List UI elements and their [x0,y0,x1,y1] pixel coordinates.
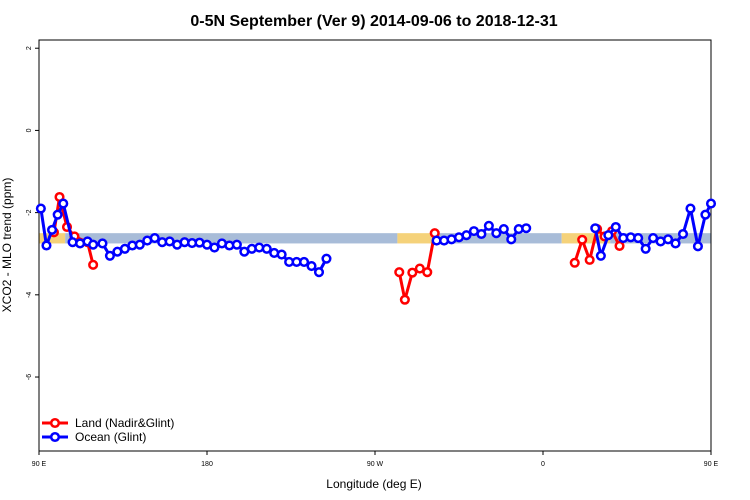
legend-marker-land [49,417,61,429]
x-tick-label-1: 180 [201,461,213,468]
ocean-point-0-24 [209,242,220,253]
ocean-point-1-9 [498,224,509,235]
ocean-point-0-33 [276,249,287,260]
ocean-point-2-6 [633,233,644,244]
x-tick-label-3: 0 [541,461,545,468]
ocean-point-2-0 [590,223,601,234]
land-point-0-5 [88,259,99,270]
ocean-point-2-7 [640,243,651,254]
land-point-1-1 [399,294,410,305]
ocean-point-0-10 [104,250,115,261]
land-point-1-0 [394,267,405,278]
ocean-point-2-11 [670,238,681,249]
land-point-1-2 [407,267,418,278]
band-segment-3 [438,233,562,244]
series-layer [35,191,717,305]
ocean-point-1-10 [506,234,517,245]
y-axis: 2 0 -2 -4 -6 [26,46,39,380]
ocean-point-0-36 [299,256,310,267]
legend-label-land: Land (Nadir&Glint) [75,416,174,430]
x-tick-label-2: 90 W [367,461,384,468]
ocean-point-2-3 [610,221,621,233]
legend-marker-ocean [49,431,61,443]
ocean-point-2-15 [700,209,711,220]
ocean-point-0-37 [306,261,317,272]
land-point-2-1 [577,234,588,245]
land-point-1-4 [422,267,433,278]
ocean-point-0-38 [313,267,325,278]
ocean-point-2-14 [692,241,703,252]
ocean-point-1-6 [476,228,487,240]
y-tick-label-0: 2 [26,46,33,50]
ocean-point-0-3 [52,209,63,220]
x-axis: 90 E 180 90 W 0 90 E [32,451,719,468]
ocean-point-2-13 [685,203,696,214]
y-axis-label: XCO2 - MLO trend (ppm) [0,178,14,313]
ocean-point-2-1 [595,250,606,261]
ocean-point-1-8 [491,228,502,239]
ocean-point-1-12 [521,223,532,234]
ocean-point-0-27 [231,239,242,250]
ocean-point-0-31 [261,243,272,254]
legend: Land (Nadir&Glint)Ocean (Glint) [42,416,174,444]
legend-label-ocean: Ocean (Glint) [75,430,146,444]
land-point-1-3 [414,263,425,274]
band-segment-2 [397,233,439,244]
band-segment-1 [65,233,398,244]
chart-title: 0-5N September (Ver 9) 2014-09-06 to 201… [190,13,557,30]
ocean-point-0-1 [41,240,52,251]
land-point-2-2 [584,254,595,265]
ocean-point-2-16 [705,198,717,209]
ocean-point-2-2 [603,230,614,241]
ocean-point-1-7 [483,220,494,231]
y-tick-label-2: -2 [26,209,33,215]
ocean-point-0-0 [35,203,46,214]
ocean-point-0-8 [88,239,99,250]
ocean-series [35,198,717,278]
ocean-point-2-12 [677,228,689,240]
ocean-point-0-4 [58,198,69,209]
ocean-point-0-16 [149,233,160,244]
land-point-2-0 [569,257,580,268]
band-segment-0 [39,233,66,244]
ocean-point-2-10 [663,234,674,245]
x-tick-label-4: 90 E [704,461,719,468]
y-tick-label-3: -4 [26,292,33,298]
ocean-point-0-9 [97,238,108,249]
ocean-point-0-14 [134,239,145,250]
x-tick-label-0: 90 E [32,461,47,468]
ocean-point-0-39 [321,253,332,264]
ocean-point-1-4 [461,230,472,241]
land-point-2-6 [614,240,625,251]
y-tick-label-1: 0 [26,128,33,132]
x-axis-label: Longitude (deg E) [326,477,421,491]
y-tick-label-4: -6 [26,374,33,380]
ocean-point-0-2 [47,224,58,235]
